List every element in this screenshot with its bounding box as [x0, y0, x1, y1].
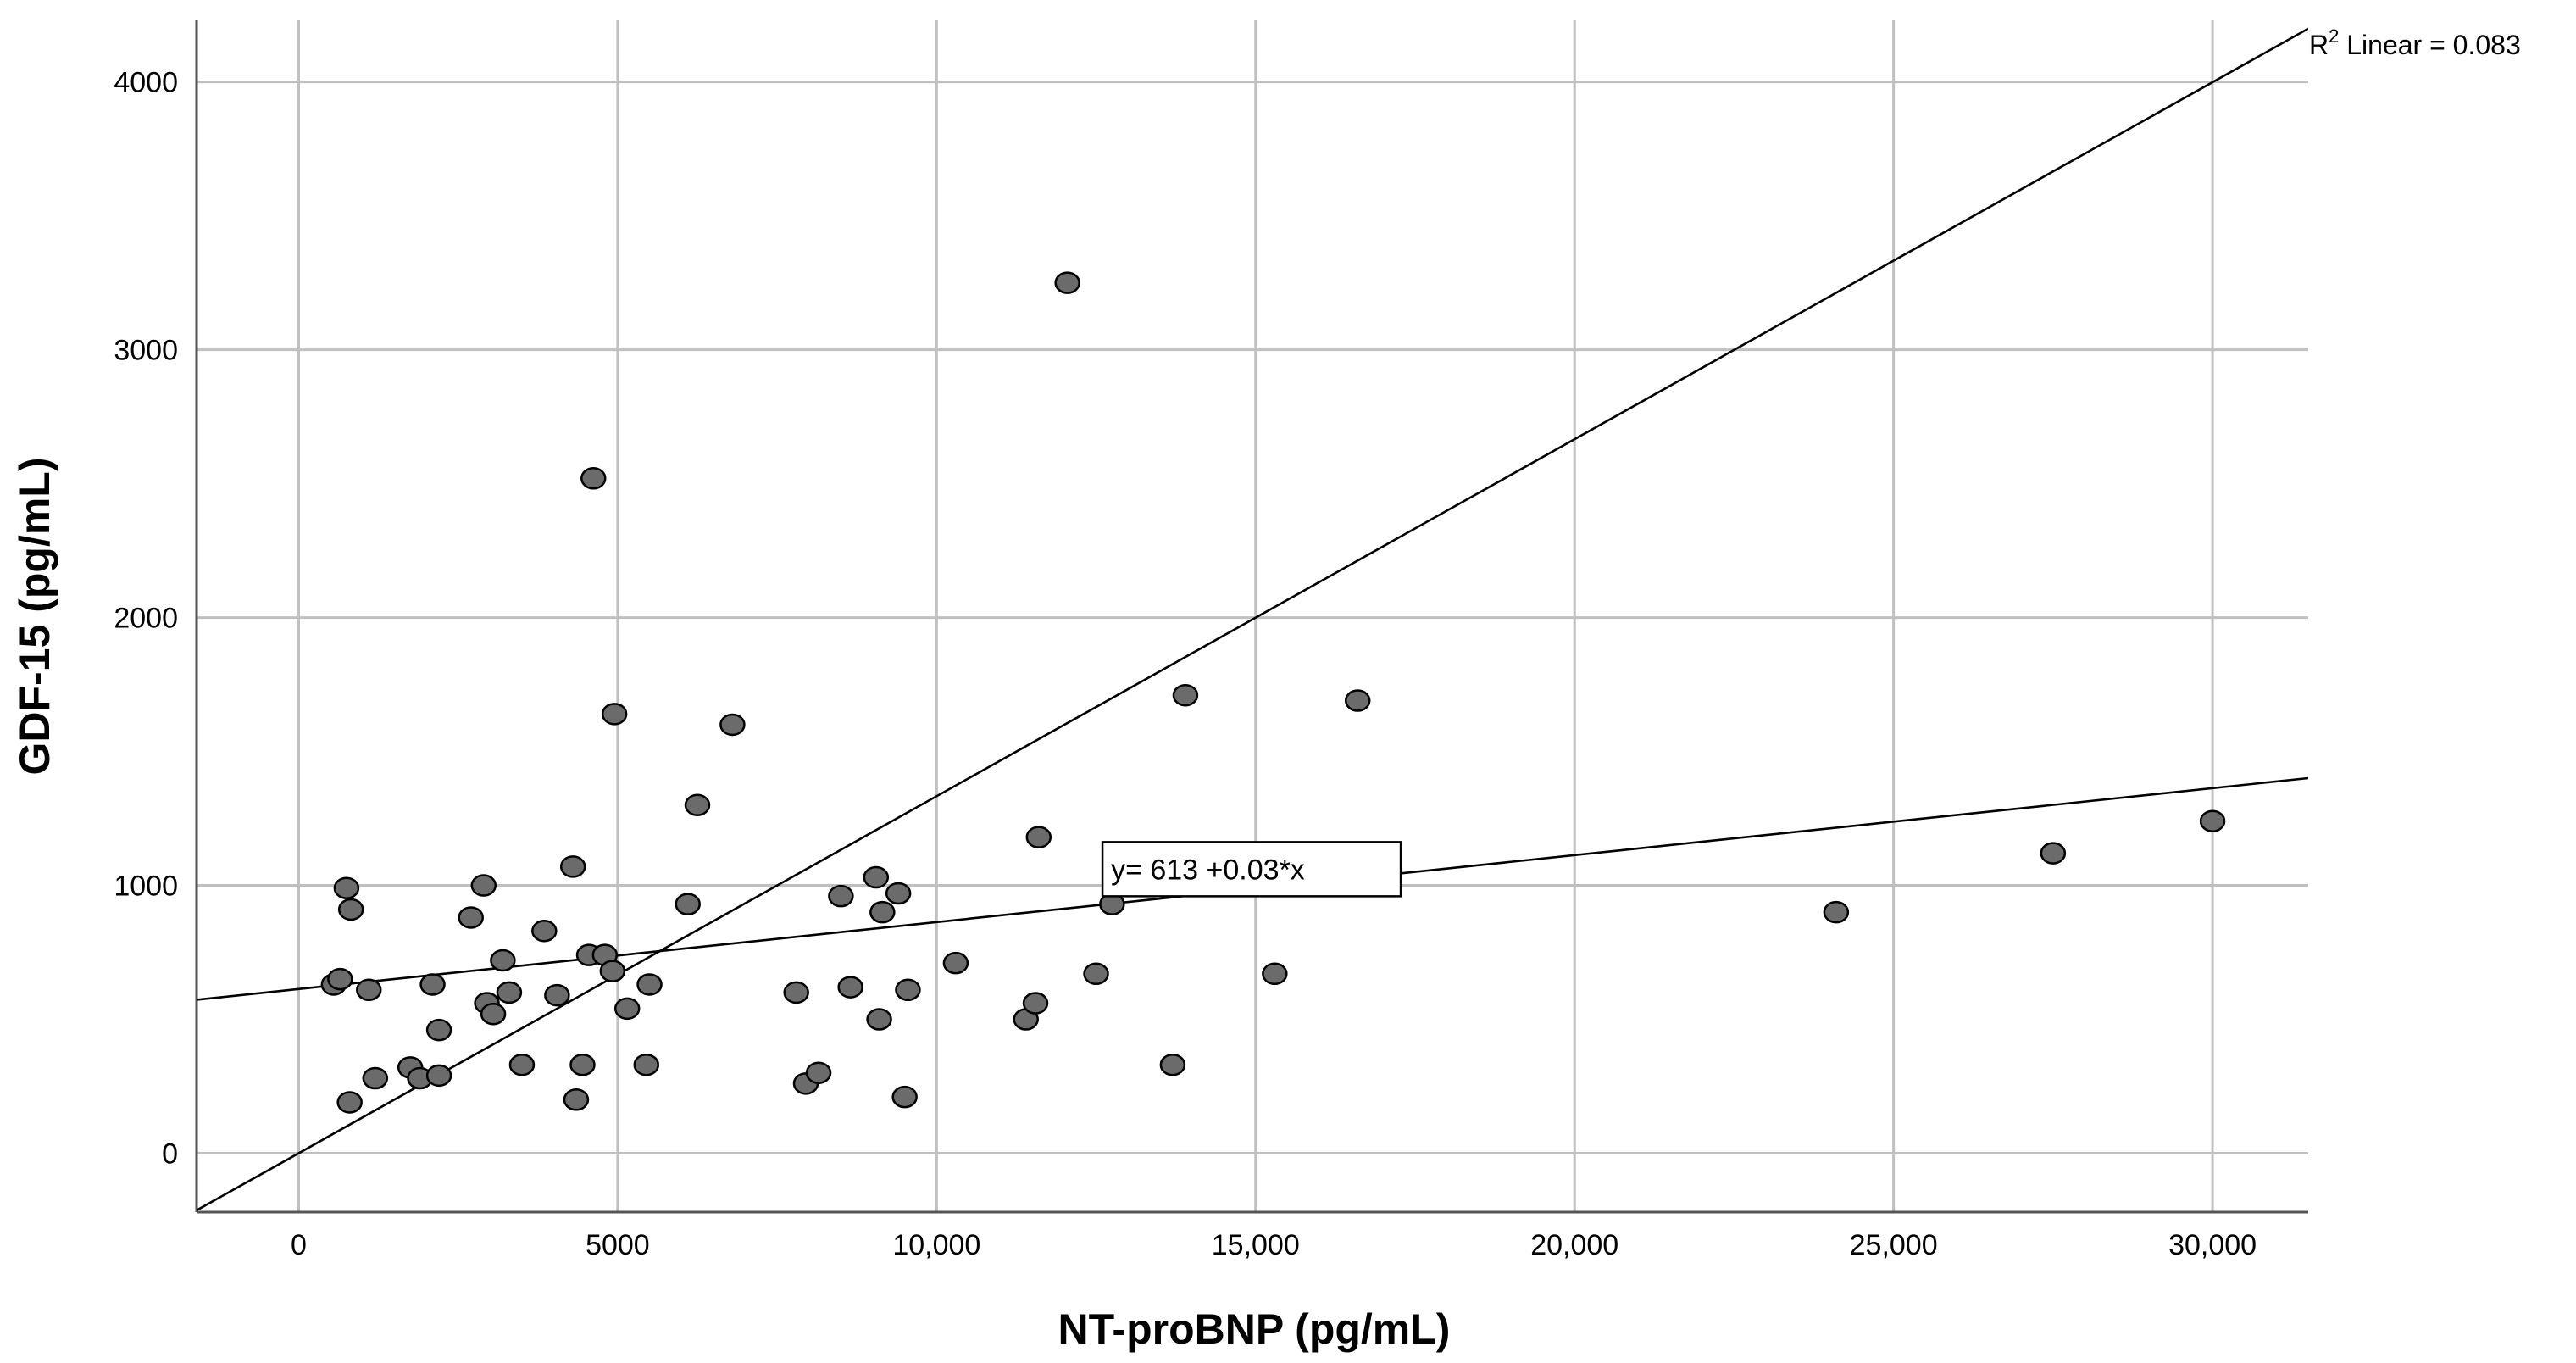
data-point	[2199, 809, 2226, 832]
data-point	[425, 1064, 452, 1088]
x-tick-label: 10,000	[892, 1229, 980, 1261]
y-tick-label: 4000	[114, 67, 178, 99]
r2-label-text: Linear = 0.083	[2339, 30, 2520, 60]
y-tick-label: 1000	[114, 871, 178, 903]
data-point	[480, 1002, 507, 1026]
x-tick-label: 30,000	[2168, 1229, 2257, 1261]
reference-line	[197, 27, 2308, 1212]
data-point	[1823, 900, 1850, 924]
data-point	[675, 893, 701, 915]
x-tick-label: 15,000	[1212, 1229, 1300, 1261]
data-point	[333, 876, 360, 899]
axes	[195, 20, 2308, 1214]
data-point	[599, 960, 626, 982]
data-point	[544, 983, 570, 1007]
plot-area	[197, 27, 2308, 1212]
data-point	[837, 976, 863, 999]
data-point	[563, 1088, 590, 1111]
data-point	[336, 1091, 363, 1114]
y-tick-label: 0	[162, 1138, 178, 1170]
data-point	[636, 973, 663, 996]
data-point	[895, 978, 921, 1002]
data-point	[356, 978, 382, 1002]
y-axis-title: GDF-15 (pg/mL)	[11, 458, 58, 776]
y-tick-label: 3000	[114, 335, 178, 367]
data-points	[320, 271, 2226, 1114]
data-point	[531, 919, 558, 943]
data-point	[1054, 271, 1080, 294]
data-point	[828, 884, 854, 908]
data-point	[1083, 962, 1109, 986]
data-point	[327, 967, 353, 991]
data-point	[1022, 992, 1049, 1015]
tick-labels: 0 5000 10,000 15,000 20,000 25,000 30,000 0 1000…	[114, 67, 2257, 1261]
data-point	[942, 951, 969, 975]
data-point	[490, 949, 516, 972]
data-point	[885, 882, 912, 905]
data-point	[601, 703, 628, 726]
data-point	[508, 1053, 536, 1076]
data-point	[2040, 842, 2067, 865]
data-point	[1344, 689, 1371, 712]
r2-label: R2 Linear = 0.083	[2309, 25, 2521, 60]
data-point	[496, 981, 523, 1004]
x-tick-label: 5000	[586, 1229, 650, 1261]
data-point	[569, 1053, 596, 1076]
data-point	[458, 906, 484, 929]
data-point	[805, 1061, 832, 1084]
data-point	[863, 865, 890, 889]
data-point	[470, 874, 497, 897]
r2-label-prefix: R	[2309, 30, 2329, 60]
data-point	[1262, 962, 1288, 986]
data-point	[869, 900, 896, 924]
y-tick-label: 2000	[114, 603, 178, 635]
data-point	[425, 1018, 452, 1042]
r2-label-superscript: 2	[2329, 25, 2339, 47]
data-point	[891, 1085, 918, 1109]
data-point	[1025, 826, 1052, 848]
data-point	[362, 1066, 389, 1090]
data-point	[719, 713, 746, 737]
equation-box	[1101, 841, 1402, 898]
x-tick-label: 25,000	[1850, 1229, 1938, 1261]
data-point	[866, 1008, 892, 1031]
x-tick-label: 0	[291, 1229, 307, 1261]
data-point	[613, 997, 641, 1021]
data-point	[633, 1053, 660, 1076]
data-point	[1172, 683, 1199, 707]
data-point	[337, 898, 364, 921]
equation-annotation: y= 613 +0.03*x	[1101, 841, 1402, 898]
data-point	[580, 467, 607, 490]
data-point	[1159, 1053, 1186, 1076]
data-point	[684, 793, 711, 816]
data-point	[559, 855, 586, 878]
x-tick-label: 20,000	[1530, 1229, 1618, 1261]
x-axis-title: NT-proBNP (pg/mL)	[1058, 1305, 1451, 1353]
data-point	[783, 981, 809, 1004]
equation-label: y= 613 +0.03*x	[1111, 854, 1305, 886]
data-point	[419, 973, 446, 996]
